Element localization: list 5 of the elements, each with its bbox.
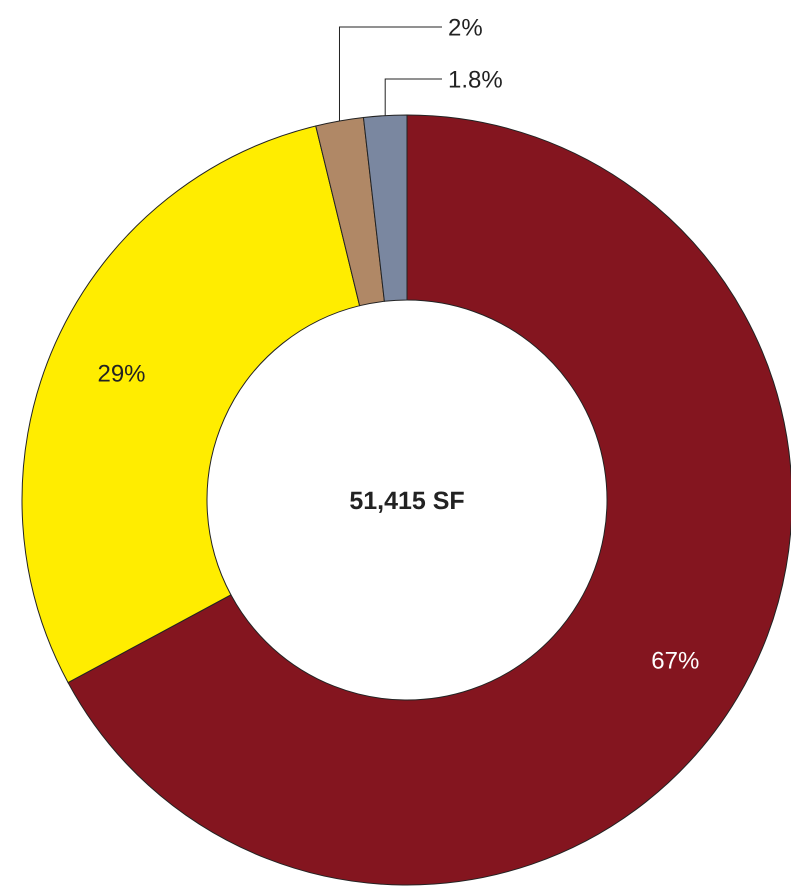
data-label: 1.8% <box>448 66 503 94</box>
data-label: 29% <box>97 360 146 388</box>
text: 51,415 SF <box>349 486 465 515</box>
data-label: 67% <box>651 648 700 675</box>
data-label: 2% <box>448 14 483 42</box>
